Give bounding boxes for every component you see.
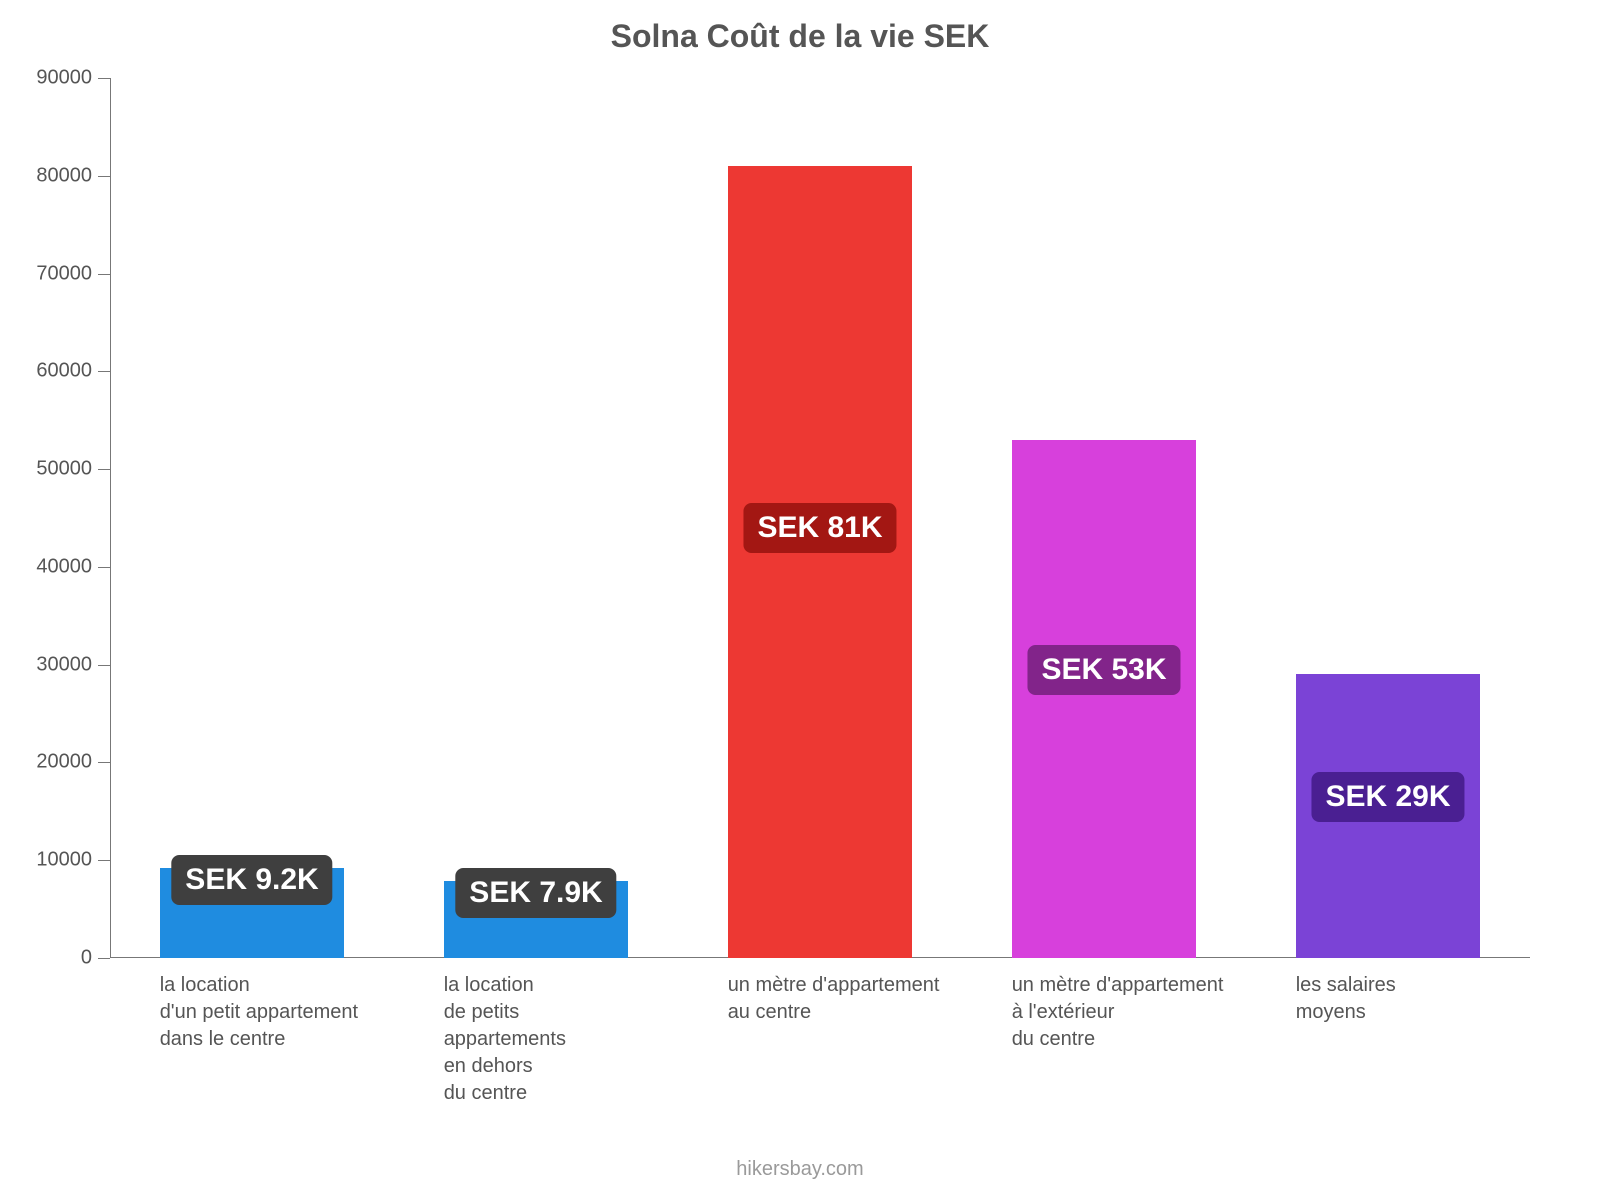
y-tick-label: 30000	[0, 653, 92, 676]
y-tick	[98, 371, 110, 372]
y-tick	[98, 665, 110, 666]
y-tick	[98, 958, 110, 959]
y-tick-label: 70000	[0, 262, 92, 285]
chart-title: Solna Coût de la vie SEK	[0, 18, 1600, 55]
y-tick-label: 20000	[0, 751, 92, 774]
y-axis-line	[110, 78, 111, 958]
y-tick	[98, 762, 110, 763]
bar	[728, 166, 913, 958]
y-tick	[98, 78, 110, 79]
y-tick	[98, 176, 110, 177]
value-badge: SEK 7.9K	[455, 868, 616, 918]
y-tick-label: 0	[0, 947, 92, 970]
y-tick	[98, 274, 110, 275]
cost-of-living-chart: Solna Coût de la vie SEK SEK 9.2K SEK 7.9…	[0, 0, 1600, 1200]
y-tick-label: 40000	[0, 555, 92, 578]
bar	[1012, 440, 1197, 958]
x-tick-label: la location d'un petit appartement dans …	[160, 972, 385, 1053]
value-badge: SEK 53K	[1027, 645, 1180, 695]
value-badge: SEK 9.2K	[171, 855, 332, 905]
y-tick-label: 50000	[0, 458, 92, 481]
y-tick-label: 90000	[0, 67, 92, 90]
y-tick	[98, 469, 110, 470]
x-tick-label: la location de petits appartements en de…	[444, 972, 669, 1107]
y-tick-label: 60000	[0, 360, 92, 383]
y-tick-label: 10000	[0, 849, 92, 872]
y-tick-label: 80000	[0, 164, 92, 187]
x-tick-label: un mètre d'appartement à l'extérieur du …	[1012, 972, 1237, 1053]
y-tick	[98, 567, 110, 568]
x-tick-label: les salaires moyens	[1296, 972, 1521, 1026]
value-badge: SEK 29K	[1311, 772, 1464, 822]
value-badge: SEK 81K	[743, 503, 896, 553]
attribution-text: hikersbay.com	[0, 1158, 1600, 1181]
y-tick	[98, 860, 110, 861]
x-tick-label: un mètre d'appartement au centre	[728, 972, 953, 1026]
plot-area: SEK 9.2K SEK 7.9K SEK 81K SEK 53K SEK 29K	[110, 78, 1530, 958]
